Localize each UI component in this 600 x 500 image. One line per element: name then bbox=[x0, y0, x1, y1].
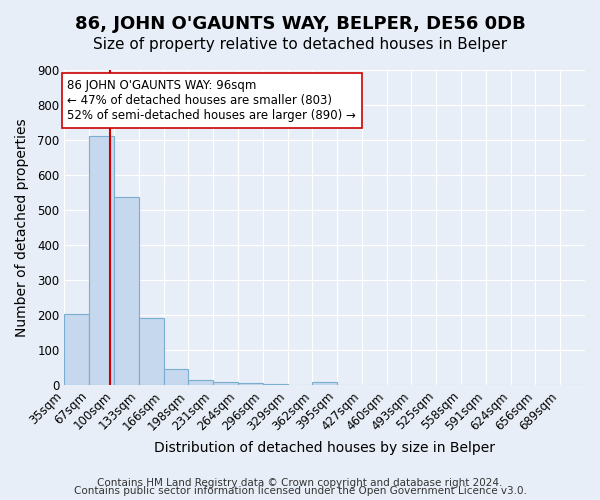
Text: 86, JOHN O'GAUNTS WAY, BELPER, DE56 0DB: 86, JOHN O'GAUNTS WAY, BELPER, DE56 0DB bbox=[74, 15, 526, 33]
Bar bbox=[263, 384, 287, 385]
Bar bbox=[139, 318, 164, 385]
Bar bbox=[164, 369, 188, 385]
Text: Contains public sector information licensed under the Open Government Licence v3: Contains public sector information licen… bbox=[74, 486, 526, 496]
Text: Size of property relative to detached houses in Belper: Size of property relative to detached ho… bbox=[93, 38, 507, 52]
Bar bbox=[64, 314, 89, 385]
Bar bbox=[114, 197, 139, 385]
X-axis label: Distribution of detached houses by size in Belper: Distribution of detached houses by size … bbox=[154, 441, 495, 455]
Bar bbox=[213, 382, 238, 385]
Text: 86 JOHN O'GAUNTS WAY: 96sqm
← 47% of detached houses are smaller (803)
52% of se: 86 JOHN O'GAUNTS WAY: 96sqm ← 47% of det… bbox=[67, 78, 356, 122]
Bar bbox=[238, 383, 263, 385]
Bar bbox=[188, 380, 213, 385]
Bar bbox=[89, 136, 114, 385]
Text: Contains HM Land Registry data © Crown copyright and database right 2024.: Contains HM Land Registry data © Crown c… bbox=[97, 478, 503, 488]
Bar bbox=[313, 382, 337, 385]
Y-axis label: Number of detached properties: Number of detached properties bbox=[15, 118, 29, 337]
